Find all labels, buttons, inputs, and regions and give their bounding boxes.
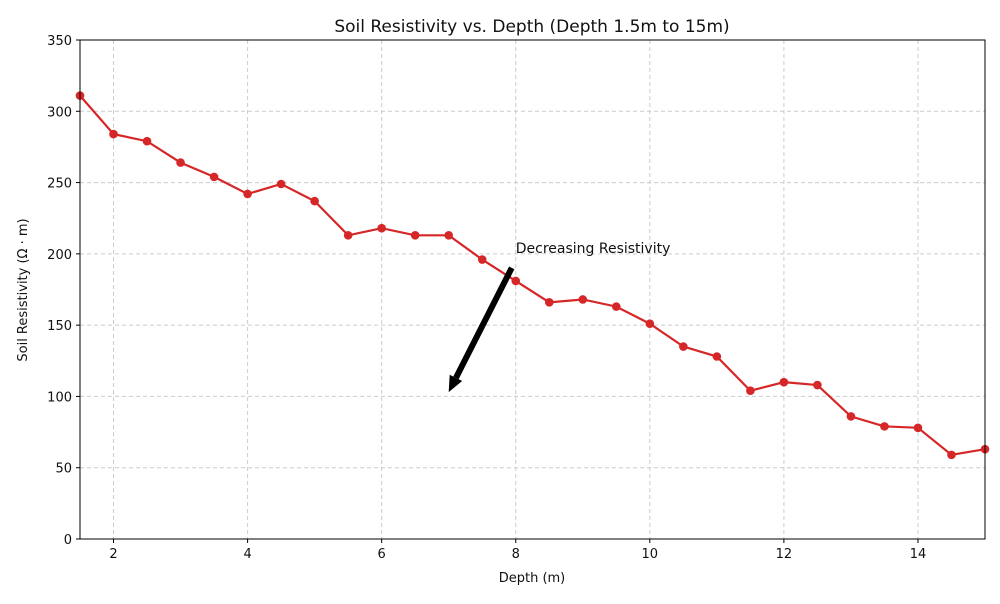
x-tick-label: 2 (109, 547, 117, 562)
data-point (813, 380, 822, 390)
y-tick-label: 0 (64, 533, 72, 548)
y-tick-label: 100 (47, 390, 72, 405)
y-tick-label: 250 (47, 177, 72, 192)
plot-frame (79, 39, 986, 540)
data-point (712, 352, 722, 361)
data-point (947, 450, 956, 460)
data-point (880, 422, 889, 431)
annotation-arrow-head (448, 374, 463, 393)
data-point (176, 158, 185, 167)
x-tick-label: 12 (776, 547, 793, 562)
series-line (79, 94, 986, 457)
x-tick-label: 14 (910, 547, 927, 562)
y-axis-label: Soil Resistivity (Ω · m) (16, 218, 31, 361)
data-point (679, 342, 688, 351)
x-tick-label: 4 (243, 547, 251, 562)
data-point (310, 196, 319, 206)
data-point (109, 129, 118, 139)
data-point (142, 136, 152, 146)
data-point (544, 298, 554, 307)
data-point (343, 231, 353, 240)
data-point (913, 423, 923, 433)
series (75, 91, 990, 460)
y-tick-label: 200 (47, 248, 72, 263)
data-point (243, 189, 252, 199)
data-point (276, 179, 286, 189)
data-point (444, 231, 454, 240)
grid (80, 39, 985, 540)
data-point (779, 377, 789, 387)
tick-labels: 2 4 6 8 10 12 14 0 50 100 150 200 250 300 350 (47, 34, 926, 562)
annotation: Decreasing Resistivity (448, 241, 671, 393)
data-point (746, 386, 755, 396)
data-point (377, 223, 386, 233)
x-tick-label: 10 (642, 547, 659, 562)
data-point (511, 276, 521, 286)
annotation-arrow-shaft (453, 266, 515, 380)
x-tick-label: 8 (512, 547, 520, 562)
annotation-text: Decreasing Resistivity (516, 241, 671, 257)
x-tick-label: 6 (378, 547, 386, 562)
y-tick-label: 50 (55, 462, 72, 477)
data-point (846, 412, 856, 421)
y-tick-label: 300 (47, 105, 72, 120)
data-point (477, 255, 487, 264)
data-point (578, 295, 588, 304)
data-point (611, 302, 621, 311)
chart-title: Soil Resistivity vs. Depth (Depth 1.5m t… (334, 17, 729, 37)
x-axis-label: Depth (m) (499, 571, 566, 586)
data-point (645, 319, 655, 329)
y-tick-label: 350 (47, 34, 72, 49)
data-point (209, 172, 219, 182)
y-tick-label: 150 (47, 319, 72, 334)
data-point (410, 231, 420, 240)
